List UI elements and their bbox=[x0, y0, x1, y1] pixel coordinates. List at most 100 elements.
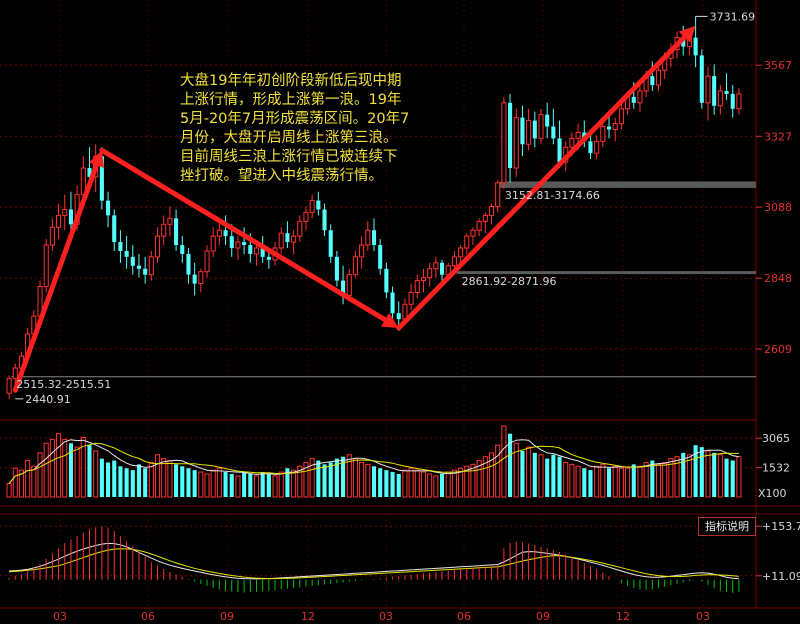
candle-body bbox=[476, 220, 482, 231]
macd-dif-line bbox=[9, 542, 739, 580]
candle-body bbox=[427, 268, 433, 279]
trend-arrow-head bbox=[380, 312, 399, 328]
grid-layer bbox=[0, 0, 800, 609]
candle-body bbox=[285, 233, 290, 243]
volume-bar bbox=[266, 473, 271, 497]
candle-body bbox=[526, 120, 532, 145]
volume-bar bbox=[223, 472, 228, 497]
candle-body bbox=[341, 280, 346, 296]
volume-bar bbox=[143, 468, 148, 497]
y-tick-label: 3327 bbox=[764, 130, 792, 143]
indicator-info-button[interactable]: 指标说明 bbox=[698, 517, 756, 536]
candle-body bbox=[705, 75, 711, 104]
volume-bar bbox=[80, 437, 86, 498]
candle-body bbox=[464, 235, 470, 249]
candle-body bbox=[143, 268, 148, 275]
candle-body bbox=[414, 280, 420, 293]
candle-body bbox=[6, 377, 12, 394]
candle-body bbox=[650, 76, 655, 86]
candle-body bbox=[210, 235, 216, 252]
volume-bar bbox=[180, 466, 185, 497]
annotation-line: 5月-20年7月形成震荡区间。20年7 bbox=[180, 111, 410, 127]
volume-bar bbox=[31, 465, 37, 498]
volume-bar bbox=[291, 469, 297, 498]
candle-body bbox=[551, 126, 556, 139]
analysis-annotation: 大盘19年年初创阶段新低后现中期 上涨行情，形成上涨第一浪。19年 5月-20年… bbox=[180, 72, 470, 186]
candle-body bbox=[118, 242, 123, 251]
volume-bar bbox=[414, 469, 420, 498]
candle-body bbox=[130, 256, 135, 266]
candle-body bbox=[359, 244, 365, 258]
macd-tick-label: +11.09 bbox=[762, 570, 800, 583]
volume-bar bbox=[717, 454, 723, 498]
volume-bar bbox=[328, 462, 333, 497]
volume-bar bbox=[384, 470, 389, 497]
candle-body bbox=[161, 223, 167, 237]
volume-bars bbox=[6, 425, 742, 498]
volume-bar bbox=[87, 445, 92, 497]
y-tick-label: 2609 bbox=[764, 343, 792, 356]
volume-bar bbox=[470, 463, 476, 498]
candle-body bbox=[606, 126, 612, 130]
volume-bar bbox=[248, 473, 253, 497]
volume-bar bbox=[582, 468, 587, 497]
volume-bar bbox=[501, 425, 507, 498]
candle-body bbox=[717, 90, 723, 107]
candle-body bbox=[136, 265, 142, 269]
volume-bar bbox=[650, 460, 655, 497]
candle-body bbox=[49, 226, 55, 246]
volume-bar bbox=[68, 443, 73, 497]
x-tick-label: 06 bbox=[141, 610, 155, 623]
volume-bar bbox=[594, 465, 600, 498]
candle-body bbox=[736, 93, 742, 110]
candle-body bbox=[229, 236, 234, 248]
candle-body bbox=[198, 271, 204, 285]
volume-bar bbox=[681, 452, 686, 497]
candle-body bbox=[316, 200, 321, 210]
volume-bar bbox=[204, 473, 210, 498]
volume-bar bbox=[538, 454, 544, 498]
candle-body bbox=[235, 241, 241, 249]
candle-body bbox=[12, 367, 18, 379]
volume-bar bbox=[736, 456, 742, 498]
candle-body bbox=[532, 120, 537, 139]
volume-bar bbox=[402, 469, 408, 498]
y-tick-label: 3567 bbox=[764, 59, 792, 72]
volume-bar bbox=[148, 461, 154, 498]
volume-bar bbox=[674, 456, 680, 498]
candle-body bbox=[482, 214, 488, 222]
price-bands bbox=[11, 181, 756, 378]
candle-body bbox=[390, 292, 395, 314]
volume-bar bbox=[420, 471, 427, 498]
candle-body bbox=[68, 209, 73, 225]
candle-body bbox=[378, 245, 383, 269]
candle-body bbox=[538, 114, 544, 139]
candle-body bbox=[420, 277, 427, 282]
volume-bar bbox=[334, 458, 339, 497]
candle-body bbox=[352, 256, 358, 276]
volume-bar bbox=[112, 460, 117, 497]
x-tick-label: 03 bbox=[696, 610, 710, 623]
volume-bar bbox=[341, 456, 346, 497]
candle-body bbox=[371, 230, 377, 246]
volume-bar bbox=[235, 475, 241, 498]
volume-bar bbox=[563, 461, 569, 498]
candle-body bbox=[322, 209, 327, 231]
volume-bar bbox=[167, 460, 173, 498]
volume-bar bbox=[124, 468, 129, 497]
volume-bar bbox=[575, 465, 581, 498]
volume-bar bbox=[557, 456, 562, 497]
low-label: 2440.91 bbox=[25, 393, 71, 406]
volume-bar bbox=[551, 454, 556, 497]
candles bbox=[6, 16, 742, 400]
volume-bar bbox=[93, 450, 99, 498]
candle-body bbox=[396, 313, 401, 320]
volume-bar bbox=[526, 446, 532, 498]
candle-body bbox=[297, 220, 303, 237]
candle-body bbox=[501, 102, 507, 184]
volume-bar bbox=[285, 468, 290, 497]
volume-bar bbox=[136, 464, 142, 497]
candle-body bbox=[112, 215, 117, 243]
candle-body bbox=[291, 235, 297, 243]
candle-body bbox=[248, 245, 253, 254]
